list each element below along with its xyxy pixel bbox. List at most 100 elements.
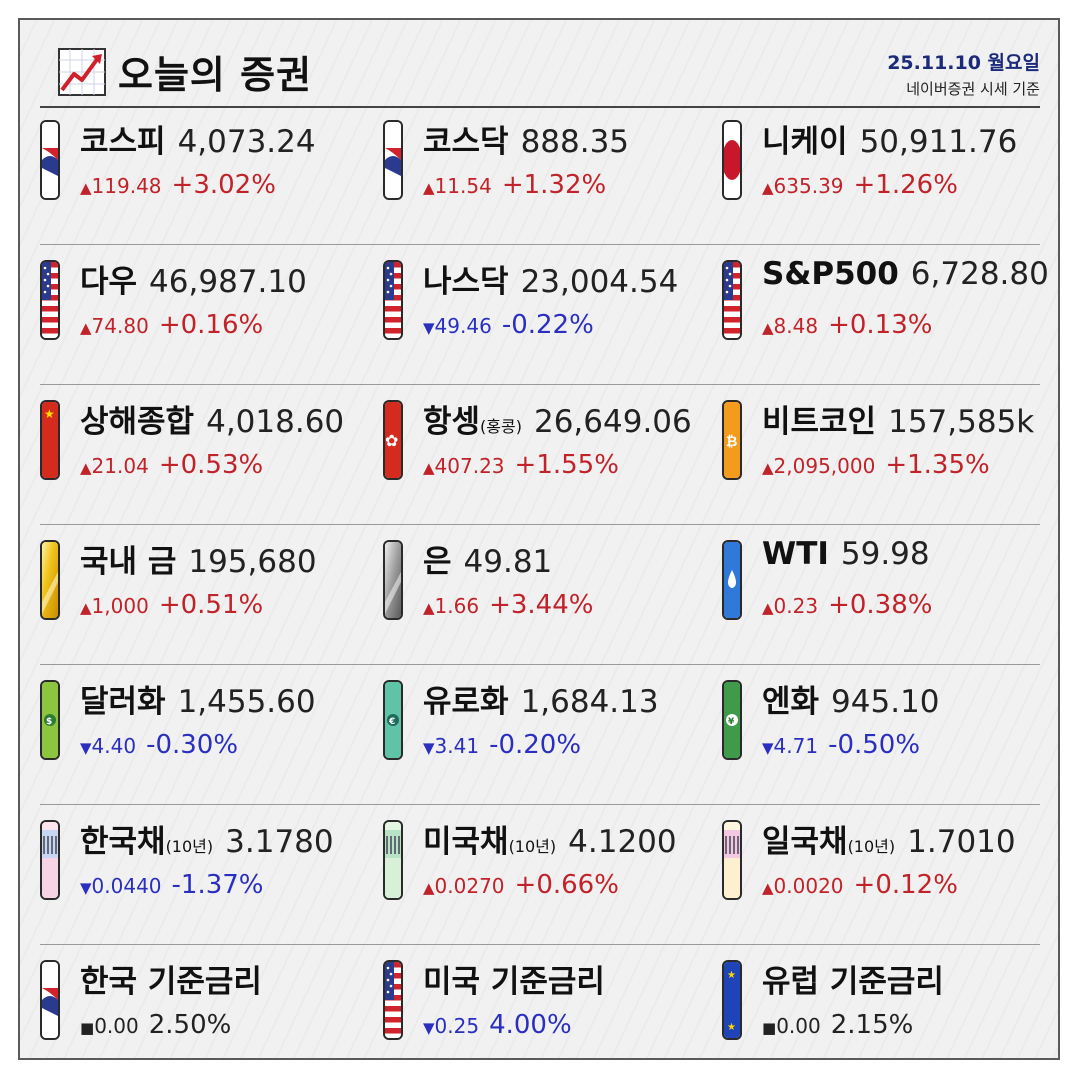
item-name: 코스닥 [423, 124, 509, 160]
row-divider [40, 664, 1040, 665]
item-price: 4,018.60 [206, 404, 345, 440]
item-price: 4.1200 [568, 824, 677, 860]
item-name: 엔화 [762, 684, 820, 720]
item-change-row: ▼0.0440 -1.37% [80, 870, 264, 900]
item-change: 0.23 [773, 594, 819, 618]
item-name: WTI [762, 536, 829, 572]
item-percent: +1.32% [501, 170, 607, 200]
us-bond-icon [383, 820, 403, 900]
item-percent: 4.00% [489, 1010, 572, 1040]
item-change-row: ▲0.0270 +0.66% [423, 870, 619, 900]
svg-text:$: $ [46, 717, 52, 727]
item-price: 195,680 [188, 544, 317, 580]
market-item: ₿ 비트코인 157,585k ▲2,095,000 +1.35% [722, 400, 1062, 500]
market-item: 은 49.81 ▲1.66 +3.44% [383, 540, 723, 640]
us-flag-icon [40, 260, 60, 340]
us-flag-icon [722, 260, 742, 340]
item-change: 0.0270 [434, 874, 505, 898]
market-item: 국내 금 195,680 ▲1,000 +0.51% [40, 540, 380, 640]
item-change-row: ▲0.0020 +0.12% [762, 870, 958, 900]
item-name: 일국채 [762, 824, 848, 860]
item-name: S&P500 [762, 256, 899, 292]
item-change: 407.23 [434, 454, 505, 478]
svg-text:€: € [388, 717, 395, 727]
item-change: 1,000 [91, 594, 149, 618]
item-change: 49.46 [434, 314, 492, 338]
item-change-row: ▲407.23 +1.55% [423, 450, 619, 480]
japan-flag-icon [722, 120, 742, 200]
item-change: 0.25 [434, 1014, 480, 1038]
item-change: 3.41 [434, 734, 480, 758]
item-name: 상해종합 [80, 404, 195, 440]
item-change-row: ■0.00 2.50% [80, 1010, 231, 1040]
item-percent: +0.12% [853, 870, 958, 900]
up-triangle-icon: ▲ [423, 879, 435, 897]
item-change-row: ▼3.41 -0.20% [423, 730, 581, 760]
svg-text:★: ★ [727, 970, 736, 981]
market-item: 코스피 4,073.24 ▲119.48 +3.02% [40, 120, 380, 220]
item-percent: 2.50% [148, 1010, 232, 1040]
up-triangle-icon: ▲ [423, 599, 435, 617]
korea-flag-icon [383, 120, 403, 200]
up-triangle-icon: ▲ [762, 319, 774, 337]
item-name: 유럽 기준금리 [762, 964, 944, 1000]
market-item: WTI 59.98 ▲0.23 +0.38% [722, 536, 1062, 640]
item-name-row: 은 49.81 [423, 536, 552, 581]
row-divider [40, 244, 1040, 245]
up-triangle-icon: ▲ [80, 599, 92, 617]
market-item: ✿ 항셍(홍콩) 26,649.06 ▲407.23 +1.55% [383, 400, 723, 500]
item-name-row: 일국채(10년) 1.7010 [762, 816, 1016, 861]
item-change: 0.00 [94, 1014, 139, 1038]
svg-text:✿: ✿ [385, 431, 398, 450]
item-name-row: 유럽 기준금리 [762, 956, 956, 1001]
us-flag-icon [383, 260, 403, 340]
dollar-bill-icon: $ [40, 680, 60, 760]
item-name-row: S&P500 6,728.80 [762, 256, 1049, 292]
item-change: 21.04 [91, 454, 149, 478]
svg-text:₿: ₿ [726, 434, 737, 450]
item-name-row: 니케이 50,911.76 [762, 116, 1017, 161]
item-percent: +0.13% [828, 310, 933, 340]
item-price: 888.35 [520, 124, 630, 160]
item-subname: (홍콩) [480, 417, 522, 436]
item-subname: (10년) [165, 837, 214, 856]
item-percent: +3.44% [489, 590, 594, 620]
down-triangle-icon: ▼ [80, 739, 92, 757]
item-change: 2,095,000 [773, 454, 876, 478]
market-item: 코스닥 888.35 ▲11.54 +1.32% [383, 120, 723, 220]
yen-bill-icon: ¥ [722, 680, 742, 760]
korea-flag-icon [40, 120, 60, 200]
item-name-row: 달러화 1,455.60 [80, 676, 316, 721]
svg-text:¥: ¥ [728, 717, 735, 727]
oil-drop-icon [722, 540, 742, 620]
row-divider [40, 524, 1040, 525]
item-percent: +0.51% [158, 590, 264, 620]
item-subname: (10년) [508, 837, 557, 856]
market-item: 한국채(10년) 3.1780 ▼0.0440 -1.37% [40, 820, 380, 920]
row-divider [40, 944, 1040, 945]
item-name: 국내 금 [80, 544, 177, 580]
item-name: 달러화 [80, 684, 166, 720]
item-percent: -0.50% [828, 730, 921, 760]
row-divider [40, 384, 1040, 385]
item-name: 코스피 [80, 124, 166, 160]
item-price: 945.10 [831, 684, 940, 720]
item-change-row: ▲74.80 +0.16% [80, 310, 263, 340]
item-name: 미국채 [423, 824, 509, 860]
item-change: 4.71 [773, 734, 819, 758]
item-name: 나스닥 [423, 264, 509, 300]
item-change-row: ▲0.23 +0.38% [762, 590, 932, 620]
item-percent: -0.30% [146, 730, 239, 760]
item-price: 1,684.13 [520, 684, 659, 720]
up-triangle-icon: ▲ [423, 179, 435, 197]
down-triangle-icon: ▼ [423, 1019, 435, 1037]
item-change-row: ▼4.40 -0.30% [80, 730, 238, 760]
item-percent: +0.66% [514, 870, 619, 900]
item-name: 유로화 [423, 684, 509, 720]
item-name-row: 국내 금 195,680 [80, 536, 317, 581]
item-name: 비트코인 [762, 404, 877, 440]
item-percent: +1.35% [885, 450, 990, 480]
up-triangle-icon: ▲ [762, 179, 774, 197]
down-triangle-icon: ▼ [80, 879, 92, 897]
item-price: 6,728.80 [910, 256, 1049, 292]
